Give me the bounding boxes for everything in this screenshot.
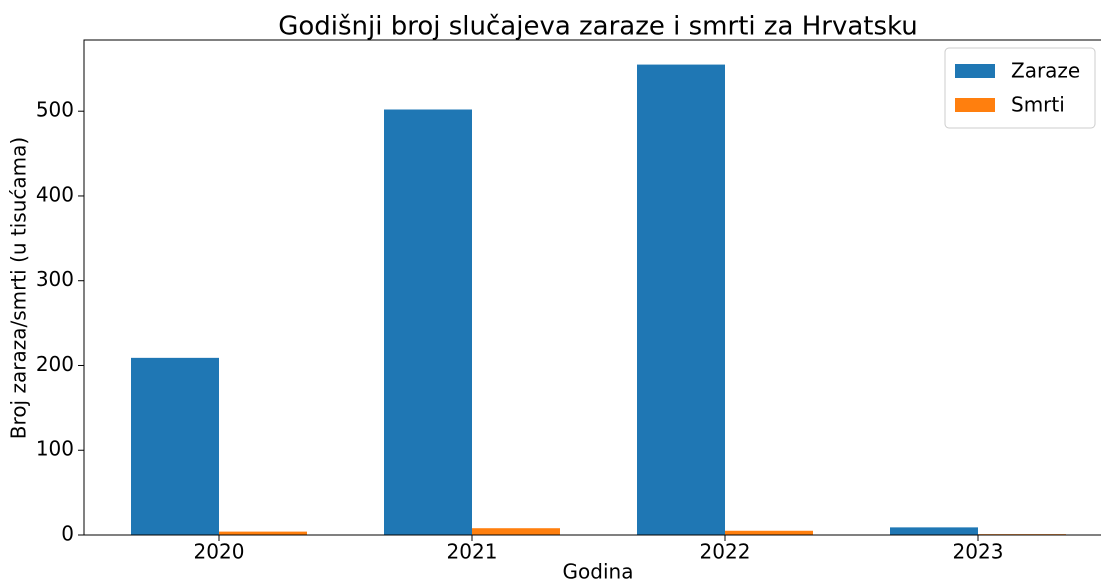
y-tick-label: 200 [36, 352, 74, 376]
bar [219, 531, 307, 535]
bar [725, 530, 813, 535]
bar [637, 64, 725, 536]
x-tick-label: 2020 [194, 540, 245, 564]
bar [131, 357, 219, 535]
bar [890, 527, 978, 535]
x-tick-label: 2022 [700, 540, 751, 564]
y-tick-label: 300 [36, 267, 74, 291]
y-tick-label: 0 [61, 522, 74, 546]
legend-swatch [955, 64, 995, 78]
x-axis-label: Godina [563, 560, 634, 584]
axis-frame [83, 39, 1101, 536]
bar [384, 109, 472, 536]
bar [472, 528, 560, 535]
legend-swatch [955, 98, 995, 112]
x-tick-label: 2023 [953, 540, 1004, 564]
y-tick-label: 500 [36, 98, 74, 122]
y-tick-label: 100 [36, 437, 74, 461]
chart-title: Godišnji broj slučajeva zaraze i smrti z… [278, 12, 918, 42]
y-tick-label: 400 [36, 182, 74, 206]
y-axis-label: Broj zaraza/smrti (u tisućama) [7, 137, 31, 439]
legend-label: Smrti [1011, 93, 1065, 117]
legend-label: Zaraze [1011, 59, 1080, 83]
x-tick-label: 2021 [447, 540, 498, 564]
